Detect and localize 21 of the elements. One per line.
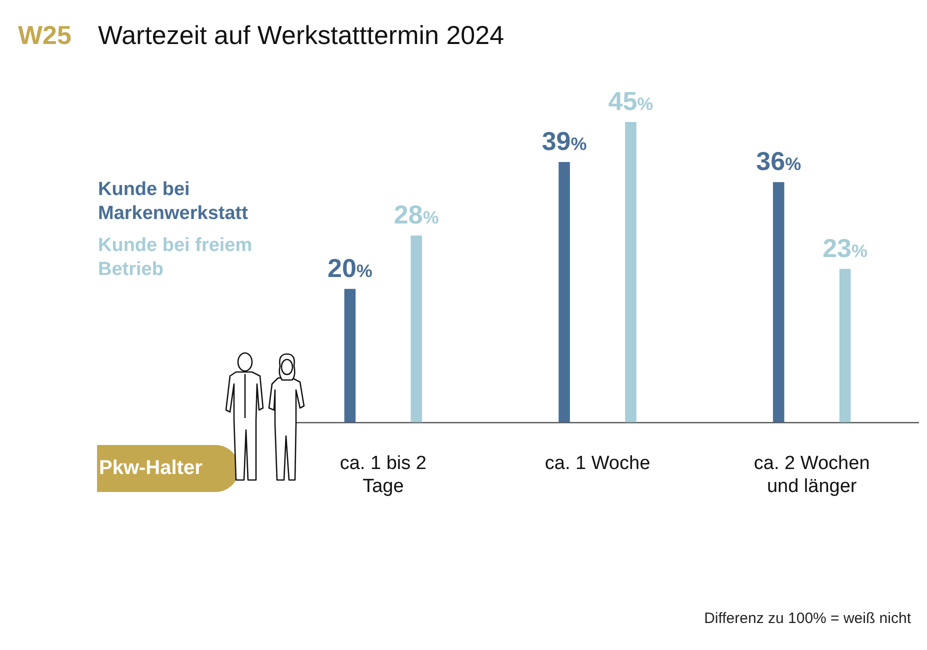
data-label: 39%	[542, 126, 587, 156]
data-label: 28%	[394, 199, 439, 230]
data-label: 20%	[327, 252, 372, 283]
data-label: 45%	[608, 86, 654, 116]
text: Pkw-Halter	[97, 445, 239, 492]
data-label: 36%	[756, 146, 802, 176]
x-tick-label: ca. 2 Wochen und länger	[754, 453, 870, 497]
bar	[625, 122, 636, 422]
data-label: 23%	[822, 232, 868, 263]
text: Kunde bei freiem Betrieb	[98, 234, 254, 282]
chart-title: Wartezeit auf Werkstatttermin 2024	[98, 20, 504, 51]
bar	[410, 235, 422, 422]
text: Differenz zu 100% = weiß nicht	[704, 610, 911, 627]
text: Kunde bei Markenwerkstatt	[98, 178, 249, 226]
bar	[344, 288, 356, 422]
bar	[558, 162, 570, 422]
x-tick-label: ca. 1 bis 2 Tage	[340, 453, 426, 497]
text: W25	[18, 20, 72, 51]
x-tick-label: ca. 1 Woche	[544, 453, 650, 474]
bar	[839, 268, 851, 422]
bar	[772, 182, 784, 422]
